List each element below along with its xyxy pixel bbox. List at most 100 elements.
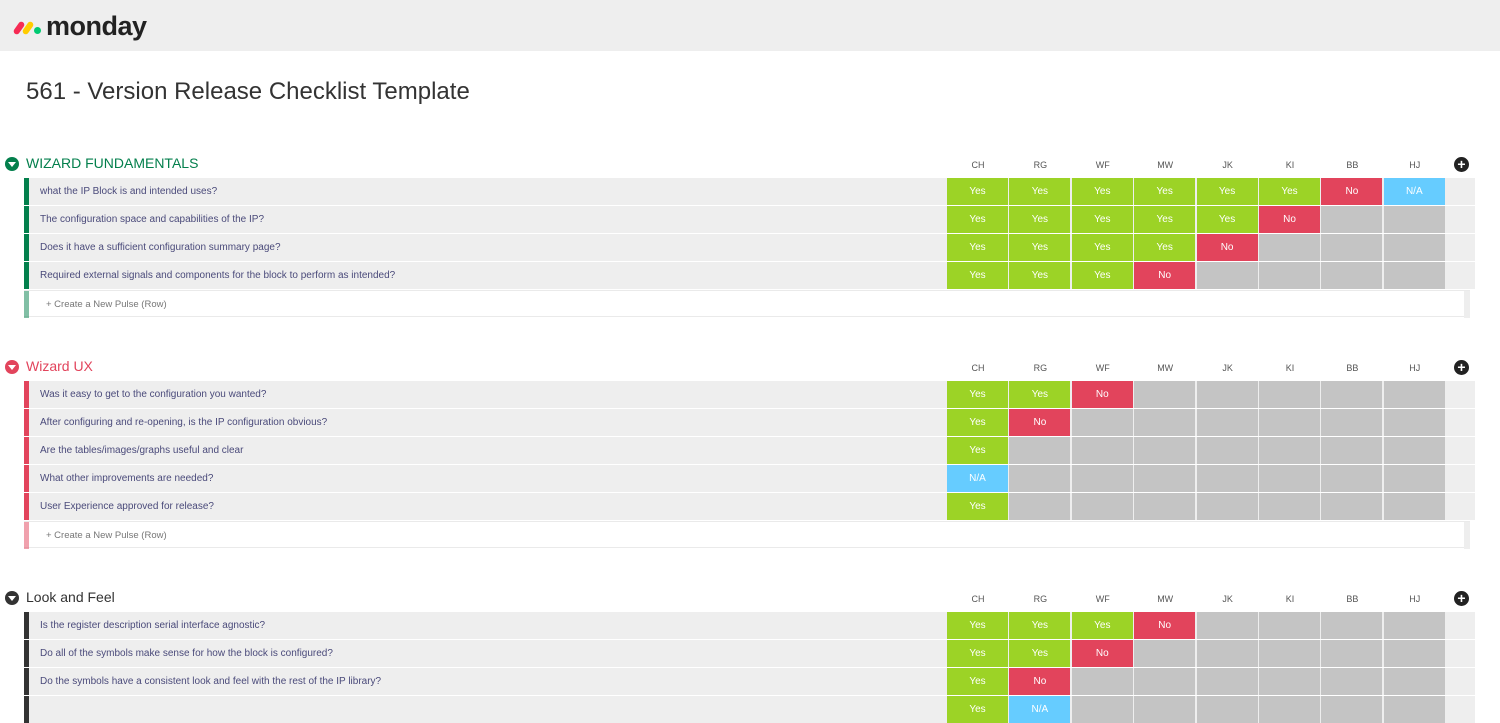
collapse-toggle-icon[interactable] — [5, 591, 19, 605]
create-pulse-row[interactable]: + Create a New Pulse (Row) — [24, 290, 1470, 318]
row-label[interactable]: User Experience approved for release? — [40, 501, 214, 512]
status-cell[interactable]: No — [1071, 640, 1133, 667]
status-cell[interactable] — [1196, 640, 1258, 667]
status-cell[interactable]: Yes — [947, 668, 1008, 695]
status-cell[interactable] — [1134, 465, 1196, 492]
column-header-bb[interactable]: BB — [1346, 594, 1359, 604]
status-cell[interactable] — [1321, 696, 1383, 723]
status-cell[interactable] — [1196, 668, 1258, 695]
create-pulse-label[interactable]: + Create a New Pulse (Row) — [46, 530, 167, 541]
column-header-ki[interactable]: KI — [1285, 363, 1295, 373]
status-cell[interactable]: Yes — [947, 612, 1008, 639]
status-cell[interactable] — [1321, 465, 1383, 492]
status-cell[interactable] — [1134, 409, 1196, 436]
row-label[interactable]: Are the tables/images/graphs useful and … — [40, 445, 244, 456]
column-header-ch[interactable]: CH — [971, 160, 985, 170]
status-cell[interactable]: N/A — [1009, 696, 1071, 723]
status-cell[interactable] — [1071, 409, 1133, 436]
column-header-bb[interactable]: BB — [1346, 160, 1359, 170]
status-cell[interactable] — [1383, 409, 1445, 436]
status-cell[interactable]: Yes — [947, 206, 1008, 233]
status-cell[interactable] — [1259, 668, 1320, 695]
group-title[interactable]: WIZARD FUNDAMENTALS — [26, 155, 199, 171]
plus-circle-icon[interactable]: + — [1454, 591, 1469, 606]
status-cell[interactable]: No — [1071, 381, 1133, 408]
column-header-wf[interactable]: WF — [1095, 594, 1110, 604]
column-header-rg[interactable]: RG — [1033, 363, 1048, 373]
column-header-ki[interactable]: KI — [1285, 160, 1295, 170]
status-cell[interactable] — [1071, 668, 1133, 695]
status-cell[interactable]: Yes — [1071, 262, 1133, 289]
status-cell[interactable] — [1009, 465, 1071, 492]
status-cell[interactable] — [1383, 668, 1445, 695]
column-header-ki[interactable]: KI — [1285, 594, 1295, 604]
status-cell[interactable] — [1321, 668, 1383, 695]
column-header-jk[interactable]: JK — [1222, 594, 1233, 604]
status-cell[interactable]: Yes — [1134, 234, 1196, 261]
status-cell[interactable]: Yes — [947, 696, 1008, 723]
status-cell[interactable] — [1383, 696, 1445, 723]
status-cell[interactable]: Yes — [947, 409, 1008, 436]
column-header-rg[interactable]: RG — [1033, 160, 1048, 170]
column-header-jk[interactable]: JK — [1222, 160, 1233, 170]
status-cell[interactable] — [1009, 437, 1071, 464]
status-cell[interactable] — [1259, 262, 1320, 289]
create-pulse-row[interactable]: + Create a New Pulse (Row) — [24, 521, 1470, 549]
status-cell[interactable] — [1321, 381, 1383, 408]
column-header-mw[interactable]: MW — [1157, 594, 1174, 604]
status-cell[interactable] — [1134, 493, 1196, 520]
status-cell[interactable] — [1383, 234, 1445, 261]
status-cell[interactable] — [1321, 437, 1383, 464]
row-label[interactable]: Is the register description serial inter… — [40, 620, 266, 631]
column-header-wf[interactable]: WF — [1095, 363, 1110, 373]
status-cell[interactable]: N/A — [1383, 178, 1445, 205]
column-header-hj[interactable]: HJ — [1409, 594, 1421, 604]
status-cell[interactable]: Yes — [1196, 206, 1258, 233]
status-cell[interactable]: No — [1009, 409, 1071, 436]
status-cell[interactable]: Yes — [1009, 234, 1071, 261]
status-cell[interactable] — [1383, 640, 1445, 667]
status-cell[interactable]: No — [1009, 668, 1071, 695]
column-header-jk[interactable]: JK — [1222, 363, 1233, 373]
status-cell[interactable] — [1134, 696, 1196, 723]
plus-circle-icon[interactable]: + — [1454, 360, 1469, 375]
status-cell[interactable] — [1196, 262, 1258, 289]
status-cell[interactable] — [1321, 612, 1383, 639]
status-cell[interactable] — [1259, 493, 1320, 520]
group-title[interactable]: Look and Feel — [26, 589, 115, 605]
status-cell[interactable] — [1321, 234, 1383, 261]
status-cell[interactable]: Yes — [1009, 612, 1071, 639]
status-cell[interactable]: Yes — [1009, 178, 1071, 205]
status-cell[interactable] — [1134, 640, 1196, 667]
status-cell[interactable]: Yes — [1071, 234, 1133, 261]
status-cell[interactable] — [1259, 409, 1320, 436]
status-cell[interactable]: No — [1321, 178, 1383, 205]
status-cell[interactable]: Yes — [1009, 262, 1071, 289]
status-cell[interactable]: Yes — [947, 381, 1008, 408]
status-cell[interactable] — [1196, 696, 1258, 723]
row-label[interactable]: Do the symbols have a consistent look an… — [40, 676, 382, 687]
status-cell[interactable]: Yes — [947, 437, 1008, 464]
status-cell[interactable] — [1259, 640, 1320, 667]
status-cell[interactable]: Yes — [947, 640, 1008, 667]
status-cell[interactable] — [1071, 696, 1133, 723]
status-cell[interactable] — [1383, 206, 1445, 233]
status-cell[interactable] — [1196, 465, 1258, 492]
status-cell[interactable] — [1321, 640, 1383, 667]
status-cell[interactable] — [1321, 262, 1383, 289]
status-cell[interactable] — [1259, 465, 1320, 492]
column-header-ch[interactable]: CH — [971, 594, 985, 604]
column-header-wf[interactable]: WF — [1095, 160, 1110, 170]
status-cell[interactable]: Yes — [1071, 178, 1133, 205]
status-cell[interactable]: Yes — [1196, 178, 1258, 205]
status-cell[interactable]: Yes — [947, 262, 1008, 289]
monday-logo[interactable]: monday — [12, 10, 147, 42]
status-cell[interactable] — [1383, 437, 1445, 464]
status-cell[interactable]: Yes — [1259, 178, 1320, 205]
status-cell[interactable]: Yes — [1009, 381, 1071, 408]
column-header-ch[interactable]: CH — [971, 363, 985, 373]
status-cell[interactable] — [1321, 493, 1383, 520]
status-cell[interactable]: Yes — [947, 178, 1008, 205]
row-label[interactable]: Was it easy to get to the configuration … — [40, 389, 267, 400]
status-cell[interactable] — [1196, 493, 1258, 520]
